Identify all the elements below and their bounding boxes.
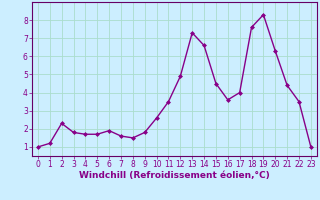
X-axis label: Windchill (Refroidissement éolien,°C): Windchill (Refroidissement éolien,°C) (79, 171, 270, 180)
